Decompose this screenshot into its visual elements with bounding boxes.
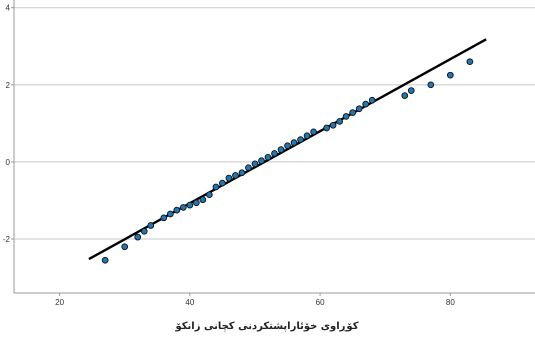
- data-point: [212, 183, 220, 191]
- data-point: [147, 222, 155, 229]
- data-point: [160, 214, 168, 222]
- data-point: [355, 105, 363, 113]
- data-point: [173, 206, 181, 214]
- data-point: [264, 153, 272, 161]
- data-point: [277, 146, 285, 153]
- y-tick-label: 0: [6, 158, 11, 167]
- tick-label-layer: 420-220 40 60 80: [3, 4, 455, 307]
- data-point: [323, 124, 330, 132]
- x-tick-label: 40: [185, 298, 194, 307]
- data-point: [349, 109, 357, 116]
- x-tick-label: 60: [316, 298, 325, 307]
- data-point: [101, 256, 109, 264]
- data-point: [232, 172, 239, 179]
- y-tick-label: 4: [6, 4, 11, 13]
- data-point: [179, 204, 187, 211]
- data-point: [297, 136, 304, 143]
- data-point: [401, 92, 409, 99]
- y-tick-label: 2: [6, 81, 11, 90]
- data-point: [140, 227, 148, 235]
- data-point: [199, 196, 207, 204]
- data-point: [342, 113, 350, 120]
- data-point: [134, 233, 142, 241]
- data-point: [219, 179, 226, 187]
- data-point: [238, 169, 246, 177]
- data-point: [271, 150, 278, 157]
- data-point: [362, 100, 370, 108]
- data-point: [427, 81, 435, 89]
- data-point: [251, 160, 259, 168]
- data-point: [284, 142, 291, 150]
- data-point: [121, 243, 129, 251]
- data-point: [166, 210, 174, 218]
- data-point: [407, 87, 415, 94]
- data-point: [186, 201, 194, 209]
- reference-line: [88, 38, 487, 261]
- x-tick-label: 20: [55, 298, 64, 307]
- y-tick-label: -2: [3, 235, 11, 244]
- reference-line-layer: [88, 38, 487, 261]
- data-point: [446, 71, 454, 79]
- data-point: [206, 191, 213, 199]
- grid-layer: [14, 7, 535, 240]
- points-layer: [101, 58, 474, 264]
- data-point: [225, 174, 233, 182]
- data-point: [258, 157, 265, 165]
- data-point: [290, 139, 298, 146]
- data-point: [466, 58, 474, 66]
- data-point: [336, 118, 343, 125]
- data-point: [193, 199, 200, 207]
- data-point: [303, 132, 311, 140]
- x-axis-title: کۆڕاوی خۆئاراپشتکردنی کچانی زانکۆ: [174, 321, 358, 332]
- data-point: [368, 96, 376, 104]
- axis-layer: [11, 0, 535, 296]
- data-point: [329, 121, 337, 129]
- data-point: [245, 164, 252, 172]
- x-tick-label: 80: [446, 298, 455, 307]
- data-point: [310, 128, 317, 136]
